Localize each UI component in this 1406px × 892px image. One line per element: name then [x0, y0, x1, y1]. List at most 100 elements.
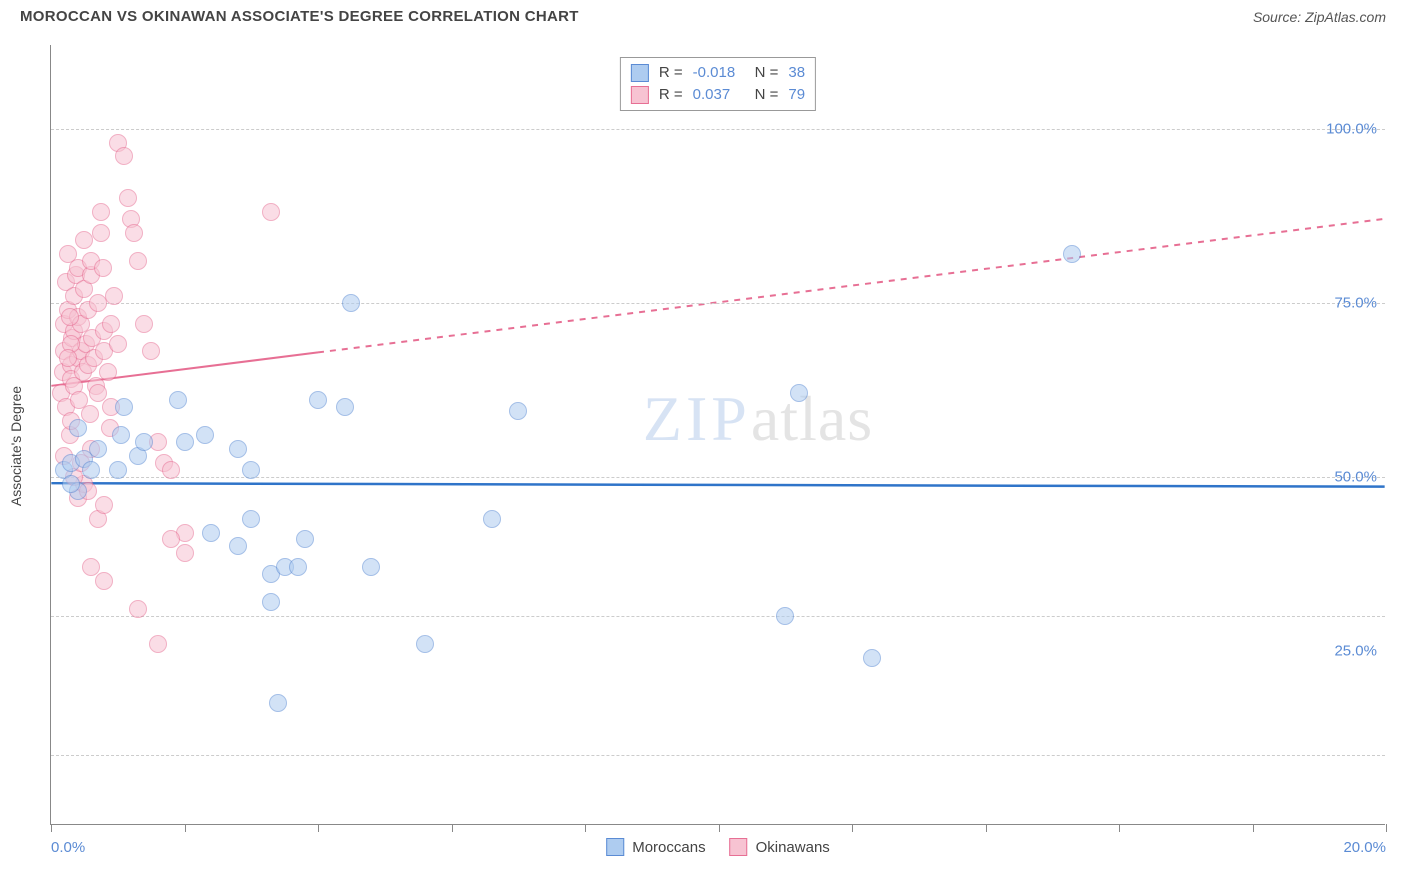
x-tick [719, 824, 720, 832]
scatter-point [169, 391, 187, 409]
gridline [51, 303, 1385, 304]
scatter-point [229, 440, 247, 458]
scatter-point [269, 694, 287, 712]
legend-swatch [730, 838, 748, 856]
scatter-point [202, 524, 220, 542]
scatter-point [135, 315, 153, 333]
scatter-point [229, 537, 247, 555]
scatter-point [790, 384, 808, 402]
scatter-point [162, 461, 180, 479]
scatter-point [289, 558, 307, 576]
series-legend-label: Moroccans [632, 839, 705, 856]
scatter-point [89, 440, 107, 458]
legend-r-value: -0.018 [693, 62, 745, 84]
scatter-point [95, 496, 113, 514]
chart-source: Source: ZipAtlas.com [1253, 9, 1386, 25]
scatter-point [62, 475, 80, 493]
legend-r-label: R = [659, 62, 683, 84]
scatter-point [142, 342, 160, 360]
scatter-point [483, 510, 501, 528]
x-tick [986, 824, 987, 832]
x-tick [185, 824, 186, 832]
scatter-point [776, 607, 794, 625]
gridline [51, 755, 1385, 756]
scatter-point [102, 315, 120, 333]
scatter-point [176, 544, 194, 562]
scatter-point [94, 259, 112, 277]
series-legend-item: Moroccans [606, 838, 705, 856]
scatter-point [109, 461, 127, 479]
legend-r-label: R = [659, 84, 683, 106]
scatter-point [129, 252, 147, 270]
x-tick [452, 824, 453, 832]
scatter-point [262, 593, 280, 611]
legend-row: R = -0.018 N = 38 [631, 62, 805, 84]
scatter-point [149, 635, 167, 653]
scatter-point [336, 398, 354, 416]
y-axis-label: Associate's Degree [8, 386, 24, 506]
gridline [51, 129, 1385, 130]
y-tick-label: 100.0% [1326, 120, 1377, 137]
legend-n-value: 38 [788, 62, 805, 84]
y-tick-label: 25.0% [1334, 642, 1377, 659]
scatter-point [92, 224, 110, 242]
scatter-point [362, 558, 380, 576]
correlation-legend: R = -0.018 N = 38 R = 0.037 N = 79 [620, 57, 816, 111]
scatter-point [61, 308, 79, 326]
legend-swatch [606, 838, 624, 856]
legend-r-value: 0.037 [693, 84, 745, 106]
y-tick-label: 50.0% [1334, 468, 1377, 485]
scatter-point [105, 287, 123, 305]
legend-n-label: N = [755, 84, 779, 106]
x-tick [585, 824, 586, 832]
scatter-point [416, 635, 434, 653]
scatter-point [135, 433, 153, 451]
scatter-point [75, 231, 93, 249]
x-tick [51, 824, 52, 832]
scatter-point [342, 294, 360, 312]
legend-n-label: N = [755, 62, 779, 84]
x-tick-label: 0.0% [51, 839, 85, 856]
scatter-point [196, 426, 214, 444]
x-tick [1253, 824, 1254, 832]
scatter-point [242, 461, 260, 479]
series-legend: Moroccans Okinawans [606, 838, 830, 856]
scatter-point [82, 461, 100, 479]
legend-n-value: 79 [788, 84, 805, 106]
scatter-point [59, 349, 77, 367]
scatter-point [162, 530, 180, 548]
series-legend-item: Okinawans [730, 838, 830, 856]
scatter-point [119, 189, 137, 207]
chart-plot-area: ZIPatlas R =-0.018N =38R =0.037N =79 Mor… [50, 45, 1385, 825]
scatter-point [89, 294, 107, 312]
x-tick [318, 824, 319, 832]
scatter-point [115, 147, 133, 165]
scatter-point [309, 391, 327, 409]
scatter-point [99, 363, 117, 381]
scatter-point [176, 433, 194, 451]
scatter-point [95, 572, 113, 590]
scatter-point [296, 530, 314, 548]
trend-lines [51, 45, 1385, 824]
scatter-point [863, 649, 881, 667]
scatter-point [69, 419, 87, 437]
scatter-point [115, 398, 133, 416]
scatter-point [125, 224, 143, 242]
gridline [51, 616, 1385, 617]
scatter-point [509, 402, 527, 420]
x-tick [852, 824, 853, 832]
scatter-point [109, 335, 127, 353]
x-tick-label: 20.0% [1343, 839, 1386, 856]
x-tick [1386, 824, 1387, 832]
x-tick [1119, 824, 1120, 832]
legend-swatch [631, 64, 649, 82]
legend-swatch [631, 86, 649, 104]
series-legend-label: Okinawans [756, 839, 830, 856]
y-tick-label: 75.0% [1334, 294, 1377, 311]
scatter-point [92, 203, 110, 221]
scatter-point [112, 426, 130, 444]
scatter-point [242, 510, 260, 528]
legend-row: R = 0.037 N = 79 [631, 84, 805, 106]
chart-title: MOROCCAN VS OKINAWAN ASSOCIATE'S DEGREE … [20, 8, 579, 25]
scatter-point [129, 600, 147, 618]
